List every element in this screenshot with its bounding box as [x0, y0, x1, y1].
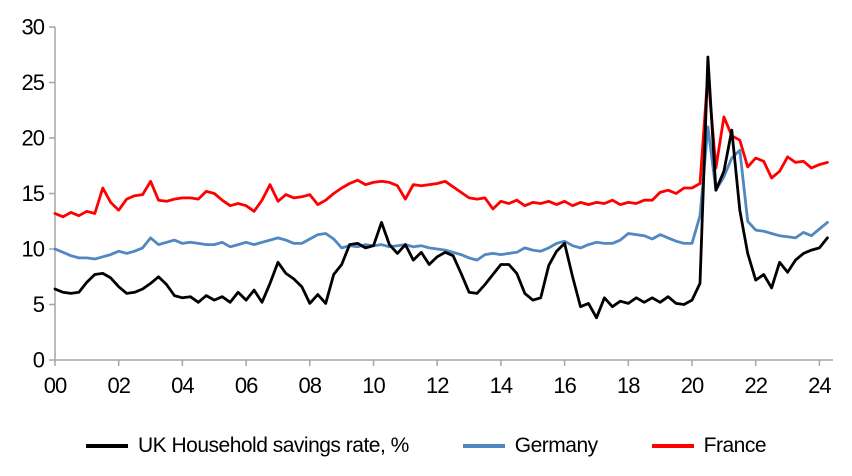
y-tick-label: 10 — [22, 237, 45, 262]
chart-axes: 0 5 10 15 20 25 30 00 02 04 06 08 10 12 14 16 18 20 22 24 — [22, 15, 833, 398]
legend-label-germany: Germany — [514, 434, 598, 457]
x-tick-label: 22 — [744, 373, 767, 398]
y-tick-label: 0 — [33, 348, 45, 373]
legend-line-swatch-germany — [462, 444, 505, 448]
y-tick-label: 30 — [22, 15, 45, 40]
legend-item-uk: UK Household savings rate, % — [85, 434, 409, 458]
y-tick-label: 5 — [33, 292, 45, 317]
x-tick-label: 14 — [490, 373, 513, 398]
chart-series — [53, 55, 829, 320]
legend-item-germany: Germany — [462, 434, 598, 458]
x-tick-label: 06 — [235, 373, 258, 398]
x-tick-label: 20 — [681, 373, 704, 398]
y-tick-label: 15 — [22, 181, 45, 206]
x-tick-label: 02 — [107, 373, 130, 398]
x-tick-label: 00 — [44, 373, 67, 398]
legend-line-swatch-france — [651, 444, 694, 448]
x-tick-label: 04 — [171, 373, 194, 398]
series-line-0 — [53, 55, 829, 320]
x-tick-label: 16 — [553, 373, 576, 398]
legend-label-france: France — [703, 434, 767, 457]
x-tick-label: 18 — [617, 373, 640, 398]
legend-label-uk: UK Household savings rate, % — [137, 434, 409, 457]
x-tick-label: 08 — [299, 373, 322, 398]
chart-legend: UK Household savings rate, % Germany Fra… — [0, 434, 852, 458]
chart-canvas: 0 5 10 15 20 25 30 00 02 04 06 08 10 12 14 16 18 20 22 24 — [22, 15, 833, 398]
y-tick-label: 20 — [22, 126, 45, 151]
series-line-2 — [53, 72, 829, 219]
x-tick-label: 10 — [362, 373, 385, 398]
x-tick-label: 12 — [426, 373, 449, 398]
y-tick-label: 25 — [22, 70, 45, 95]
x-tick-label: 24 — [808, 373, 831, 398]
legend-item-france: France — [651, 434, 767, 458]
series-line-1 — [53, 125, 829, 262]
legend-line-swatch-uk — [85, 444, 128, 448]
